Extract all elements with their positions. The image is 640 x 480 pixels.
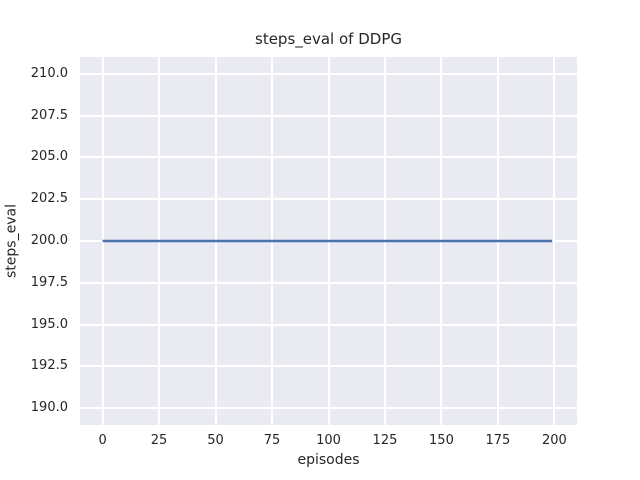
x-tick-label: 200 <box>541 433 567 448</box>
y-tick-label: 195.0 <box>30 316 68 332</box>
y-gridline <box>80 156 577 159</box>
x-tick-label: 75 <box>263 433 281 448</box>
y-tick-label: 207.5 <box>30 107 68 123</box>
y-gridline <box>80 323 577 326</box>
x-tick-label: 175 <box>485 433 511 448</box>
y-gridline <box>80 407 577 410</box>
x-tick-label: 150 <box>429 433 454 448</box>
plot-area <box>80 57 577 425</box>
y-gridline <box>80 281 577 284</box>
y-tick-label: 202.5 <box>30 191 68 207</box>
y-tick-label: 190.0 <box>30 400 68 416</box>
y-gridline <box>80 114 577 117</box>
x-axis-label: episodes <box>297 452 360 468</box>
y-gridline <box>80 365 577 368</box>
x-tick-label: 50 <box>207 433 224 448</box>
x-tick-label: 125 <box>372 433 398 448</box>
x-tick-label: 100 <box>316 433 341 448</box>
y-tick-label: 200.0 <box>30 233 68 248</box>
y-gridline <box>80 198 577 201</box>
y-tick-label: 205.0 <box>30 149 68 165</box>
x-tick-label: 0 <box>98 433 107 448</box>
line-series-layer <box>102 239 553 243</box>
y-tick-label: 210.0 <box>30 65 68 81</box>
x-tick-label: 25 <box>150 433 168 448</box>
y-tick-label: 197.5 <box>30 274 68 290</box>
y-tick-label: 192.5 <box>30 358 68 374</box>
chart-title: steps_eval of DDPG <box>255 30 402 48</box>
y-gridline <box>80 72 577 75</box>
y-axis-label: steps_eval <box>3 204 20 278</box>
